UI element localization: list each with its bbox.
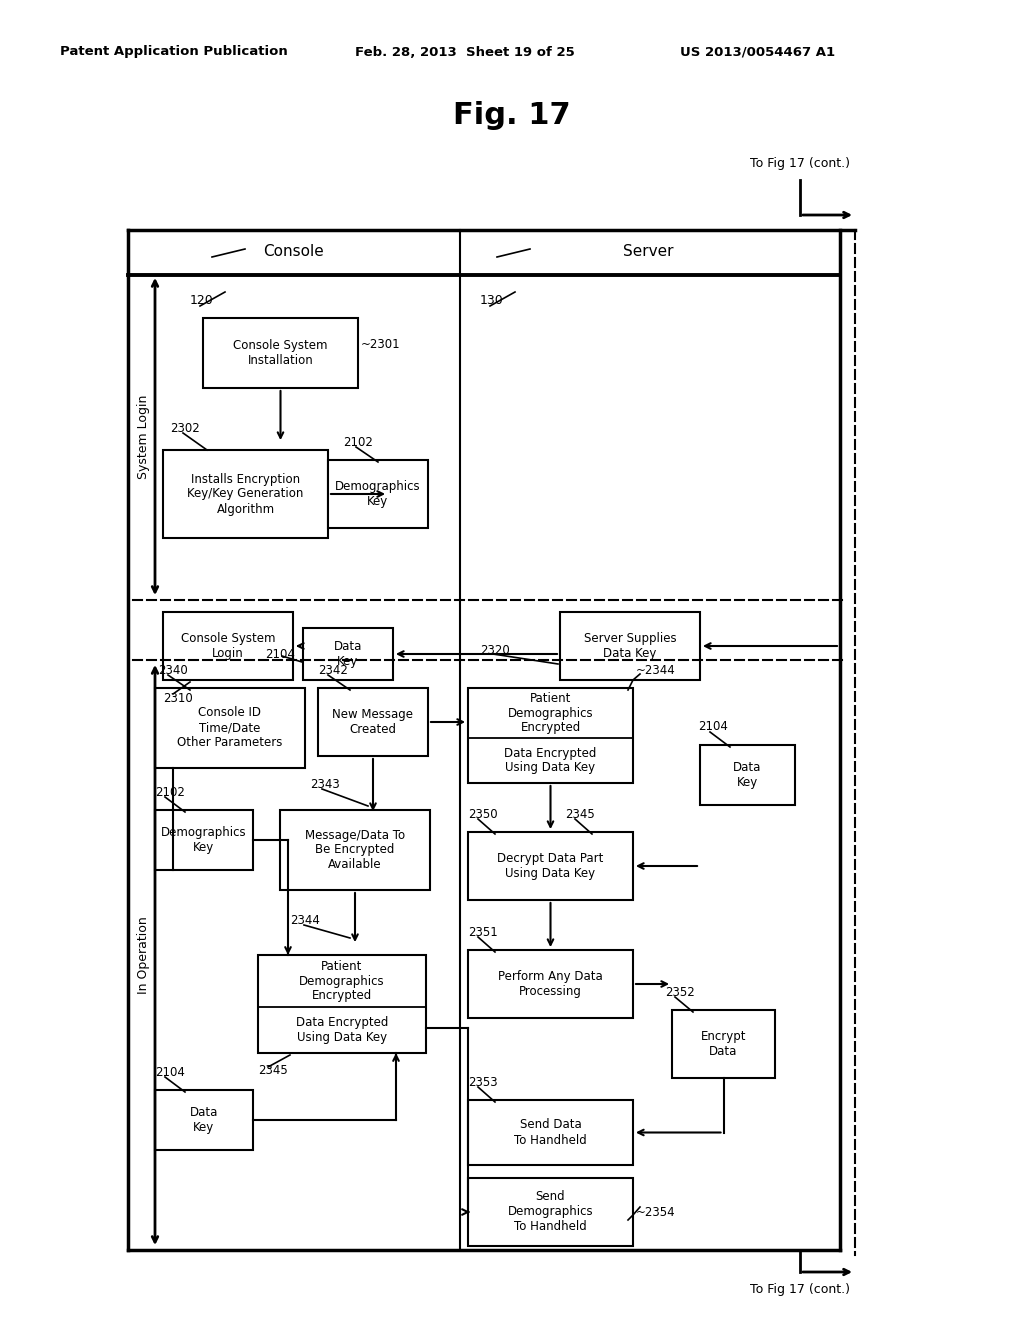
Text: 2345: 2345 [565, 808, 595, 821]
Bar [560, 612, 700, 680]
Text: 2353: 2353 [468, 1076, 498, 1089]
Bar [163, 612, 293, 680]
Text: Encrypt
Data: Encrypt Data [700, 1030, 746, 1059]
Text: Data
Key: Data Key [733, 762, 762, 789]
Text: Data
Key: Data Key [334, 640, 362, 668]
Bar [468, 1100, 633, 1166]
Text: 120: 120 [190, 293, 214, 306]
Bar [155, 1090, 253, 1150]
Text: Console: Console [262, 244, 324, 260]
Bar [328, 459, 428, 528]
Text: Console System
Login: Console System Login [181, 632, 275, 660]
Text: 2102: 2102 [343, 436, 373, 449]
Text: 2302: 2302 [170, 421, 200, 434]
Text: Patent Application Publication: Patent Application Publication [60, 45, 288, 58]
Text: Server Supplies
Data Key: Server Supplies Data Key [584, 632, 676, 660]
Bar [203, 318, 358, 388]
Text: Perform Any Data
Processing: Perform Any Data Processing [498, 970, 603, 998]
Text: To Fig 17 (cont.): To Fig 17 (cont.) [750, 1283, 850, 1296]
Bar [280, 810, 430, 890]
Text: 2104: 2104 [698, 721, 728, 734]
Text: Data
Key: Data Key [189, 1106, 218, 1134]
Bar [468, 688, 633, 783]
Text: Patient
Demographics
Encrypted: Patient Demographics Encrypted [508, 692, 593, 734]
Bar [700, 744, 795, 805]
Text: ~2301: ~2301 [361, 338, 400, 351]
Text: Patient
Demographics
Encrypted: Patient Demographics Encrypted [299, 960, 385, 1002]
Text: 2320: 2320 [480, 644, 510, 657]
Text: Installs Encryption
Key/Key Generation
Algorithm: Installs Encryption Key/Key Generation A… [187, 473, 304, 516]
Text: Data Encrypted
Using Data Key: Data Encrypted Using Data Key [296, 1016, 388, 1044]
Bar [318, 688, 428, 756]
Text: In Operation: In Operation [136, 916, 150, 994]
Text: Console System
Installation: Console System Installation [233, 339, 328, 367]
Text: 2104: 2104 [265, 648, 295, 660]
Text: 2351: 2351 [468, 925, 498, 939]
Bar [468, 1177, 633, 1246]
Bar [155, 810, 253, 870]
Text: To Fig 17 (cont.): To Fig 17 (cont.) [750, 157, 850, 169]
Text: 2310: 2310 [163, 692, 193, 705]
Text: Send
Demographics
To Handheld: Send Demographics To Handheld [508, 1191, 593, 1233]
Text: Demographics
Key: Demographics Key [335, 480, 421, 508]
Text: ~2354: ~2354 [636, 1205, 676, 1218]
Text: 2352: 2352 [665, 986, 694, 998]
Bar [468, 832, 633, 900]
Text: ~2344: ~2344 [636, 664, 676, 676]
Text: New Message
Created: New Message Created [333, 708, 414, 737]
Text: 130: 130 [480, 293, 504, 306]
Text: 2102: 2102 [155, 785, 185, 799]
Text: 2343: 2343 [310, 777, 340, 791]
Text: 2342: 2342 [318, 664, 348, 676]
Text: Data Encrypted
Using Data Key: Data Encrypted Using Data Key [504, 747, 597, 775]
Text: Send Data
To Handheld: Send Data To Handheld [514, 1118, 587, 1147]
Text: Demographics
Key: Demographics Key [161, 826, 247, 854]
Text: 2340: 2340 [158, 664, 187, 676]
Text: Feb. 28, 2013  Sheet 19 of 25: Feb. 28, 2013 Sheet 19 of 25 [355, 45, 574, 58]
Text: 2350: 2350 [468, 808, 498, 821]
Text: Console ID
Time/Date
Other Parameters: Console ID Time/Date Other Parameters [177, 706, 283, 750]
Bar [155, 688, 305, 768]
Bar [468, 950, 633, 1018]
Bar [258, 954, 426, 1053]
Bar [163, 450, 328, 539]
Bar [672, 1010, 775, 1078]
Text: System Login: System Login [136, 395, 150, 479]
Text: US 2013/0054467 A1: US 2013/0054467 A1 [680, 45, 836, 58]
Text: 2345: 2345 [258, 1064, 288, 1077]
Text: Message/Data To
Be Encrypted
Available: Message/Data To Be Encrypted Available [305, 829, 406, 871]
Text: Fig. 17: Fig. 17 [454, 100, 570, 129]
Text: Server: Server [623, 244, 673, 260]
Bar [303, 628, 393, 680]
Text: 2104: 2104 [155, 1065, 185, 1078]
Text: 2344: 2344 [290, 913, 319, 927]
Text: Decrypt Data Part
Using Data Key: Decrypt Data Part Using Data Key [498, 851, 604, 880]
